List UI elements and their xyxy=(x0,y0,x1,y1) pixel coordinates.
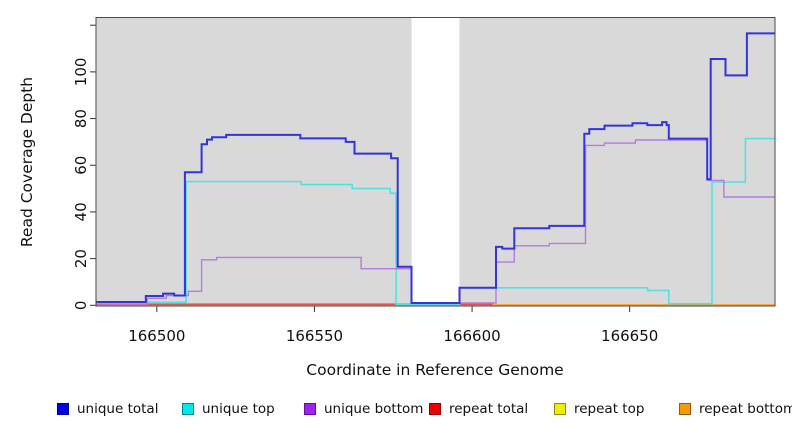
series-line-unique-top xyxy=(96,137,775,306)
x-axis-title: Coordinate in Reference Genome xyxy=(306,361,563,379)
plot-box xyxy=(95,17,776,307)
legend-item-unique-total: unique total xyxy=(57,400,158,418)
y-tick-label: 40 xyxy=(72,202,90,221)
y-tick-label: 100 xyxy=(72,58,90,87)
y-tick-label: 60 xyxy=(72,156,90,175)
legend-swatch-icon xyxy=(679,403,691,415)
x-tick-label: 166600 xyxy=(443,327,500,345)
legend-label: repeat total xyxy=(449,401,529,417)
y-tick-label: 80 xyxy=(72,109,90,128)
series-lines xyxy=(96,32,775,307)
legend-item-unique-bottom: unique bottom xyxy=(304,400,423,418)
plot-panel xyxy=(96,17,775,306)
y-axis-title: Read Coverage Depth xyxy=(18,77,36,247)
legend-item-repeat-top: repeat top xyxy=(554,400,644,418)
x-tick-label: 166500 xyxy=(128,327,185,345)
legend-swatch-icon xyxy=(554,403,566,415)
legend-label: unique bottom xyxy=(324,401,424,417)
x-tick-label: 166550 xyxy=(286,327,343,345)
legend: unique total unique top unique bottom repea… xyxy=(0,400,792,422)
legend-swatch-icon xyxy=(304,403,316,415)
legend-swatch-icon xyxy=(57,403,69,415)
axes: 166500 166550 166600 166650 0 20 40 60 80 100 xyxy=(72,17,776,345)
legend-item-repeat-bottom: repeat bottom xyxy=(679,400,792,418)
y-tick-label: 20 xyxy=(72,249,90,268)
no-data-gap xyxy=(411,18,460,306)
legend-swatch-icon xyxy=(182,403,194,415)
legend-swatch-icon xyxy=(429,403,441,415)
y-tick-label: 0 xyxy=(72,301,90,311)
legend-label: unique top xyxy=(202,401,275,417)
legend-label: unique total xyxy=(77,401,159,417)
legend-item-unique-top: unique top xyxy=(182,400,275,418)
series-line-unique-bottom xyxy=(96,139,775,305)
legend-label: repeat bottom xyxy=(699,401,792,417)
coverage-chart: 166500 166550 166600 166650 0 20 40 60 80 100 Coo… xyxy=(18,17,776,379)
legend-label: repeat top xyxy=(574,401,645,417)
legend-item-repeat-total: repeat total xyxy=(429,400,528,418)
x-tick-label: 166650 xyxy=(601,327,658,345)
series-line-unique-total xyxy=(96,32,775,304)
